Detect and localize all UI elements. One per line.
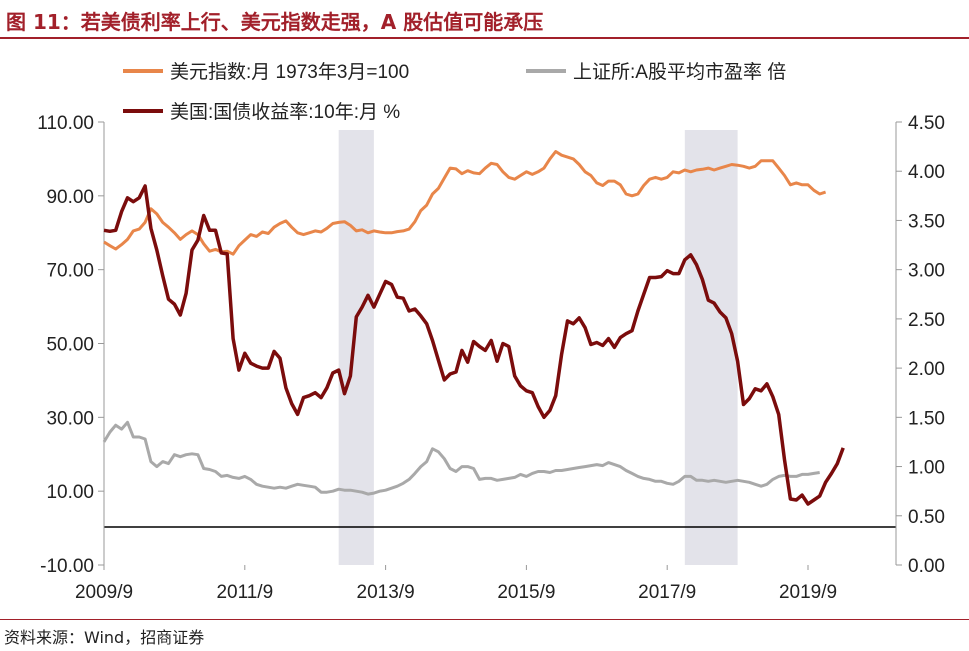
legend-label-yield: 美国:国债收益率:10年:月 % — [170, 101, 400, 123]
left-tick-label: 50.00 — [46, 335, 94, 356]
title-divider — [0, 37, 969, 39]
series-line-yield — [103, 184, 845, 506]
x-axis-ticks: 2009/9 2011/9 2013/9 2015/9 2017/9 2019/9 — [75, 565, 837, 603]
legend-label-usd: 美元指数:月 1973年3月=100 — [170, 61, 409, 83]
footer-divider — [0, 619, 969, 620]
left-axis-ticks: -10.00 10.00 30.00 50.00 70.00 90.00 110.00 — [37, 113, 104, 577]
series-line-pe — [102, 420, 820, 496]
legend-label-pe: 上证所:A股平均市盈率 倍 — [573, 61, 786, 83]
shaded-periods — [338, 130, 738, 565]
right-tick-label: 0.00 — [908, 556, 945, 577]
right-tick-label: 3.00 — [908, 261, 945, 282]
left-tick-label: 110.00 — [37, 113, 94, 134]
source-note: 资料来源：Wind，招商证券 — [4, 628, 205, 647]
chart: -10.00 10.00 30.00 50.00 70.00 90.00 110.00 0.… — [37, 61, 945, 603]
right-tick-label: 2.00 — [908, 359, 945, 380]
x-tick-label: 2015/9 — [497, 582, 555, 603]
left-tick-label: -10.00 — [40, 556, 94, 577]
left-tick-label: 90.00 — [46, 187, 94, 208]
right-tick-label: 4.00 — [908, 162, 945, 183]
right-tick-label: 2.50 — [908, 310, 945, 331]
x-tick-label: 2017/9 — [638, 582, 696, 603]
x-tick-label: 2019/9 — [779, 582, 837, 603]
right-tick-label: 4.50 — [908, 113, 945, 134]
shaded-period-2 — [684, 130, 738, 565]
right-tick-label: 3.50 — [908, 211, 945, 232]
left-tick-label: 30.00 — [46, 408, 94, 429]
right-tick-label: 1.50 — [908, 408, 945, 429]
right-tick-label: 0.50 — [908, 507, 945, 528]
chart-title: 图 11：若美债利率上行、美元指数走强，A 股估值可能承压 — [6, 10, 544, 34]
x-tick-label: 2009/9 — [75, 582, 133, 603]
series-lines — [102, 150, 845, 506]
left-tick-label: 70.00 — [46, 261, 94, 282]
x-tick-label: 2013/9 — [357, 582, 415, 603]
x-tick-label: 2011/9 — [216, 582, 273, 603]
left-tick-label: 10.00 — [46, 482, 94, 503]
series-line-usd — [103, 150, 827, 256]
legend: 美元指数:月 1973年3月=100 上证所:A股平均市盈率 倍 美国:国债收益… — [123, 61, 786, 123]
right-tick-label: 1.00 — [908, 458, 945, 479]
shaded-period-1 — [338, 130, 374, 565]
right-axis-ticks: 0.00 0.50 1.00 1.50 2.00 2.50 3.00 3.50 4.00 4.50 — [896, 113, 945, 577]
